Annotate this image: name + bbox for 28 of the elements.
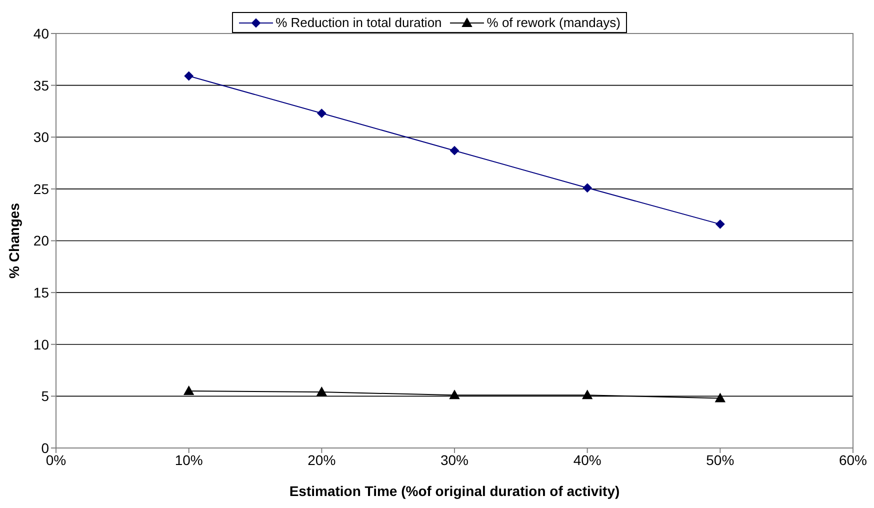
- point: [716, 220, 725, 229]
- point: [450, 146, 459, 156]
- point: [184, 71, 194, 80]
- point: [450, 390, 460, 400]
- x-axis-title: Estimation Time (%of original duration of activity): [289, 483, 620, 499]
- x-tick-label: 50%: [706, 452, 734, 468]
- x-tick-label: 20%: [308, 452, 336, 468]
- point: [316, 387, 327, 396]
- point: [582, 390, 592, 400]
- x-tick-label: 40%: [573, 452, 602, 468]
- legend-label: % Reduction in total duration: [276, 15, 442, 30]
- point: [184, 386, 194, 396]
- point: [317, 108, 326, 118]
- y-tick-label: 25: [33, 180, 50, 197]
- y-tick-label: 5: [41, 388, 50, 404]
- y-tick-label: 35: [33, 77, 50, 94]
- point: [582, 183, 592, 192]
- y-tick-label: 30: [33, 129, 50, 146]
- x-tick-label: 60%: [838, 452, 868, 468]
- legend-label: % of rework (mandays): [486, 15, 620, 30]
- y-axis-title: % Changes: [6, 202, 22, 278]
- y-tick-label: 10: [33, 336, 50, 352]
- x-tick-label: 10%: [174, 452, 203, 468]
- point: [715, 393, 726, 402]
- x-tick-label: 30%: [440, 452, 469, 468]
- y-tick-label: 20: [33, 232, 50, 249]
- y-tick-label: 40: [33, 25, 50, 42]
- y-tick-label: 15: [33, 284, 50, 301]
